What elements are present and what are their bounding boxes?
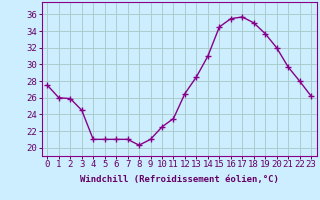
X-axis label: Windchill (Refroidissement éolien,°C): Windchill (Refroidissement éolien,°C): [80, 175, 279, 184]
